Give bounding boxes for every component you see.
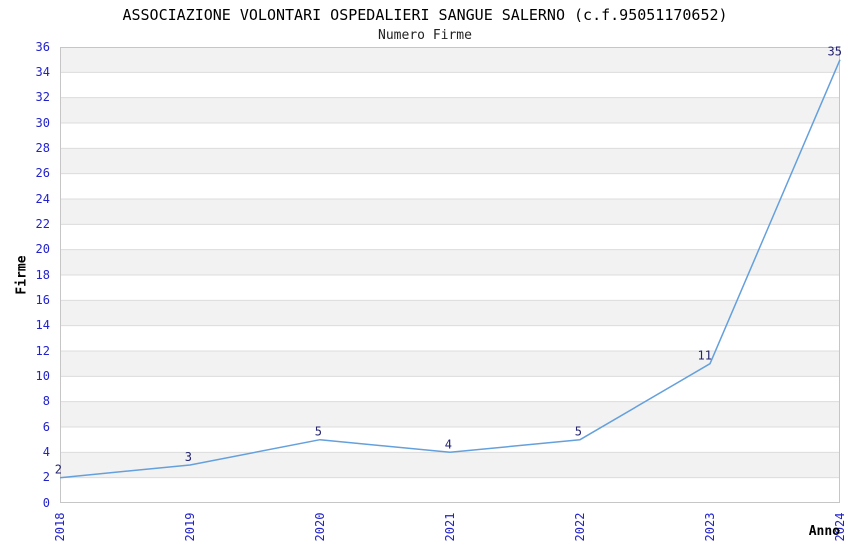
- x-tick-label: 2023: [703, 512, 717, 542]
- grid-band: [60, 224, 840, 250]
- grid-band: [60, 199, 840, 225]
- x-tick-label: 2022: [573, 512, 587, 542]
- y-tick-label: 4: [42, 444, 50, 459]
- data-point-label: 5: [575, 425, 582, 439]
- grid-band: [60, 72, 840, 98]
- grid-band: [60, 351, 840, 377]
- x-axis-title: Anno: [808, 524, 840, 539]
- y-tick-label: 6: [42, 419, 50, 434]
- grid-band: [60, 97, 840, 123]
- data-point-label: 3: [185, 450, 192, 464]
- y-tick-label: 2: [42, 470, 50, 485]
- grid-band: [60, 300, 840, 326]
- plot-border: [60, 47, 840, 503]
- series-line: [59, 59, 841, 479]
- y-tick-label: 16: [35, 292, 50, 307]
- y-tick-label: 8: [42, 394, 50, 409]
- grid-band: [60, 401, 840, 427]
- x-tick-label: 2020: [313, 512, 327, 542]
- y-tick-label: 34: [35, 64, 50, 79]
- grid-band: [60, 427, 840, 453]
- y-tick-label: 18: [35, 267, 50, 282]
- y-axis-title: Firme: [14, 255, 30, 295]
- grid-band: [60, 148, 840, 174]
- data-point-label: 11: [698, 349, 712, 363]
- y-tick-label: 10: [35, 368, 50, 383]
- y-tick-label: 22: [35, 216, 50, 231]
- data-point-label: 2: [55, 463, 62, 477]
- chart-title: ASSOCIAZIONE VOLONTARI OSPEDALIERI SANGU…: [122, 6, 728, 24]
- x-tick-label: 2021: [443, 512, 457, 542]
- grid-band: [60, 123, 840, 149]
- y-tick-label: 0: [42, 495, 50, 510]
- grid-band: [60, 275, 840, 301]
- y-tick-label: 24: [35, 191, 50, 206]
- x-tick-label: 2018: [53, 512, 67, 542]
- grid-band: [60, 47, 840, 73]
- y-tick-label: 28: [35, 140, 50, 155]
- y-tick-label: 12: [35, 343, 50, 358]
- grid-band: [60, 452, 840, 478]
- y-tick-label: 14: [35, 318, 50, 333]
- data-point-label: 5: [315, 425, 322, 439]
- data-point-label: 35: [828, 45, 842, 59]
- grid-band: [60, 325, 840, 351]
- grid-band: [60, 376, 840, 402]
- grid-band: [60, 249, 840, 275]
- y-tick-label: 32: [35, 90, 50, 105]
- x-tick-label: 2019: [183, 512, 197, 542]
- y-tick-label: 20: [35, 242, 50, 257]
- grid-band: [60, 477, 840, 503]
- chart-subtitle: Numero Firme: [378, 28, 472, 43]
- grid-band: [60, 173, 840, 199]
- y-tick-label: 36: [35, 39, 50, 54]
- data-point-label: 4: [445, 437, 452, 451]
- y-tick-label: 30: [35, 115, 50, 130]
- y-tick-label: 26: [35, 166, 50, 181]
